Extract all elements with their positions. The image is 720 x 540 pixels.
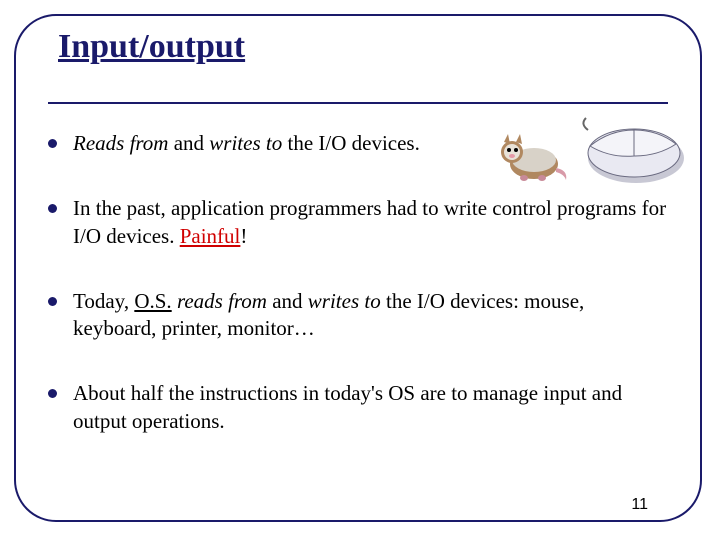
bullet-dot [48,297,57,306]
text-span: and [168,131,209,155]
text-span: About half the instructions in today's O… [73,381,622,432]
text-span: reads from [172,289,267,313]
bullet-list: Reads from and writes to the I/O devices… [48,130,668,473]
bullet-text-3: Today, O.S. reads from and writes to the… [73,288,668,343]
slide-title: Input/output [58,28,245,66]
bullet-item-2: In the past, application programmers had… [48,195,668,250]
text-span: writes to [308,289,381,313]
bullet-dot [48,204,57,213]
text-span: ! [240,224,247,248]
title-divider [48,102,668,104]
page-number: 11 [631,496,648,514]
os-text: O.S. [134,289,171,313]
bullet-item-3: Today, O.S. reads from and writes to the… [48,288,668,343]
text-span: and [267,289,308,313]
text-span: Today, [73,289,134,313]
bullet-text-1: Reads from and writes to the I/O devices… [73,130,668,157]
text-span: In the past, application programmers had… [73,196,666,247]
bullet-item-4: About half the instructions in today's O… [48,380,668,435]
bullet-dot [48,389,57,398]
bullet-dot [48,139,57,148]
text-span: writes to [209,131,282,155]
painful-text: Painful [180,224,241,248]
bullet-item-1: Reads from and writes to the I/O devices… [48,130,668,157]
bullet-text-2: In the past, application programmers had… [73,195,668,250]
bullet-text-4: About half the instructions in today's O… [73,380,668,435]
text-span: Reads from [73,131,168,155]
text-span: the I/O devices. [282,131,420,155]
